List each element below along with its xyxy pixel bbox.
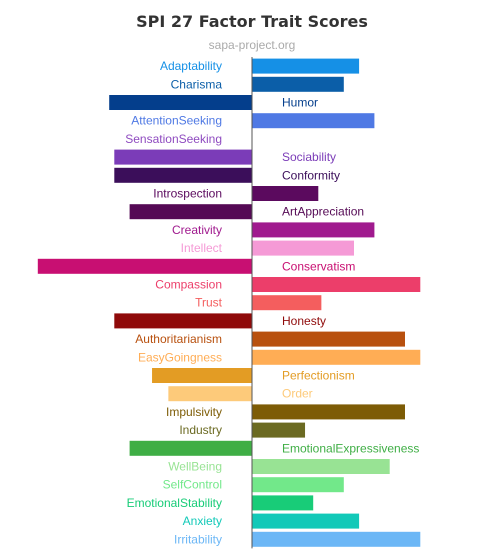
bar-impulsivity — [252, 404, 405, 420]
bar-label-emotionalstability: EmotionalStability — [127, 496, 222, 510]
bar-emotionalstability — [252, 495, 314, 511]
bar-easygoingness — [252, 349, 421, 365]
bar-selfcontrol — [252, 477, 344, 493]
bar-creativity — [252, 222, 375, 238]
bar-label-industry: Industry — [179, 423, 222, 437]
bar-authoritarianism — [252, 331, 405, 347]
bar-conservatism — [37, 258, 252, 274]
bar-label-creativity: Creativity — [172, 223, 222, 237]
bar-label-perfectionism: Perfectionism — [282, 369, 355, 383]
bar-label-impulsivity: Impulsivity — [166, 405, 222, 419]
bar-introspection — [252, 186, 319, 201]
bar-label-artappreciation: ArtAppreciation — [282, 205, 364, 219]
bar-label-adaptability: Adaptability — [160, 59, 222, 73]
bar-charisma — [252, 76, 344, 92]
bar-irritability — [252, 531, 421, 547]
bar-label-introspection: Introspection — [153, 187, 222, 201]
bar-industry — [252, 422, 306, 438]
bar-label-authoritarianism: Authoritarianism — [135, 332, 222, 346]
bars-group — [37, 58, 421, 547]
bar-emotionalexpressiveness — [129, 440, 252, 456]
bar-label-charisma: Charisma — [171, 77, 223, 91]
bar-label-sensationseeking: SensationSeeking — [125, 132, 222, 146]
bar-order — [168, 386, 252, 402]
bar-humor — [109, 95, 252, 110]
bar-label-intellect: Intellect — [181, 241, 223, 255]
bar-artappreciation — [129, 204, 252, 220]
bar-anxiety — [252, 513, 360, 529]
bar-label-humor: Humor — [282, 96, 318, 110]
bar-sociability — [114, 149, 252, 165]
bar-label-sociability: Sociability — [282, 150, 336, 164]
labels-group: Adaptability Charisma Humor AttentionSeekin… — [125, 59, 419, 546]
bar-adaptability — [252, 58, 360, 74]
chart-title: SPI 27 Factor Trait Scores — [136, 12, 368, 31]
bar-label-compassion: Compassion — [155, 278, 222, 292]
bar-wellbeing — [252, 459, 390, 474]
bar-label-order: Order — [282, 387, 313, 401]
bar-trust — [252, 295, 322, 311]
bar-label-irritability: Irritability — [174, 532, 222, 546]
bar-label-conservatism: Conservatism — [282, 259, 355, 273]
bar-honesty — [114, 313, 252, 329]
bar-label-selfcontrol: SelfControl — [163, 478, 222, 492]
bar-label-honesty: Honesty — [282, 314, 326, 328]
bar-label-anxiety: Anxiety — [183, 514, 222, 528]
chart-subtitle: sapa-project.org — [209, 38, 296, 52]
bar-attentionseeking — [252, 113, 375, 129]
bar-label-conformity: Conformity — [282, 168, 340, 182]
bar-perfectionism — [152, 368, 252, 383]
bar-compassion — [252, 277, 421, 292]
bar-label-trust: Trust — [195, 296, 223, 310]
bar-label-easygoingness: EasyGoingness — [138, 350, 222, 364]
bar-label-wellbeing: WellBeing — [168, 460, 222, 474]
bar-conformity — [114, 167, 252, 183]
bar-label-emotionalexpressiveness: EmotionalExpressiveness — [282, 441, 419, 455]
bar-intellect — [252, 240, 354, 256]
bar-label-attentionseeking: AttentionSeeking — [131, 114, 222, 128]
